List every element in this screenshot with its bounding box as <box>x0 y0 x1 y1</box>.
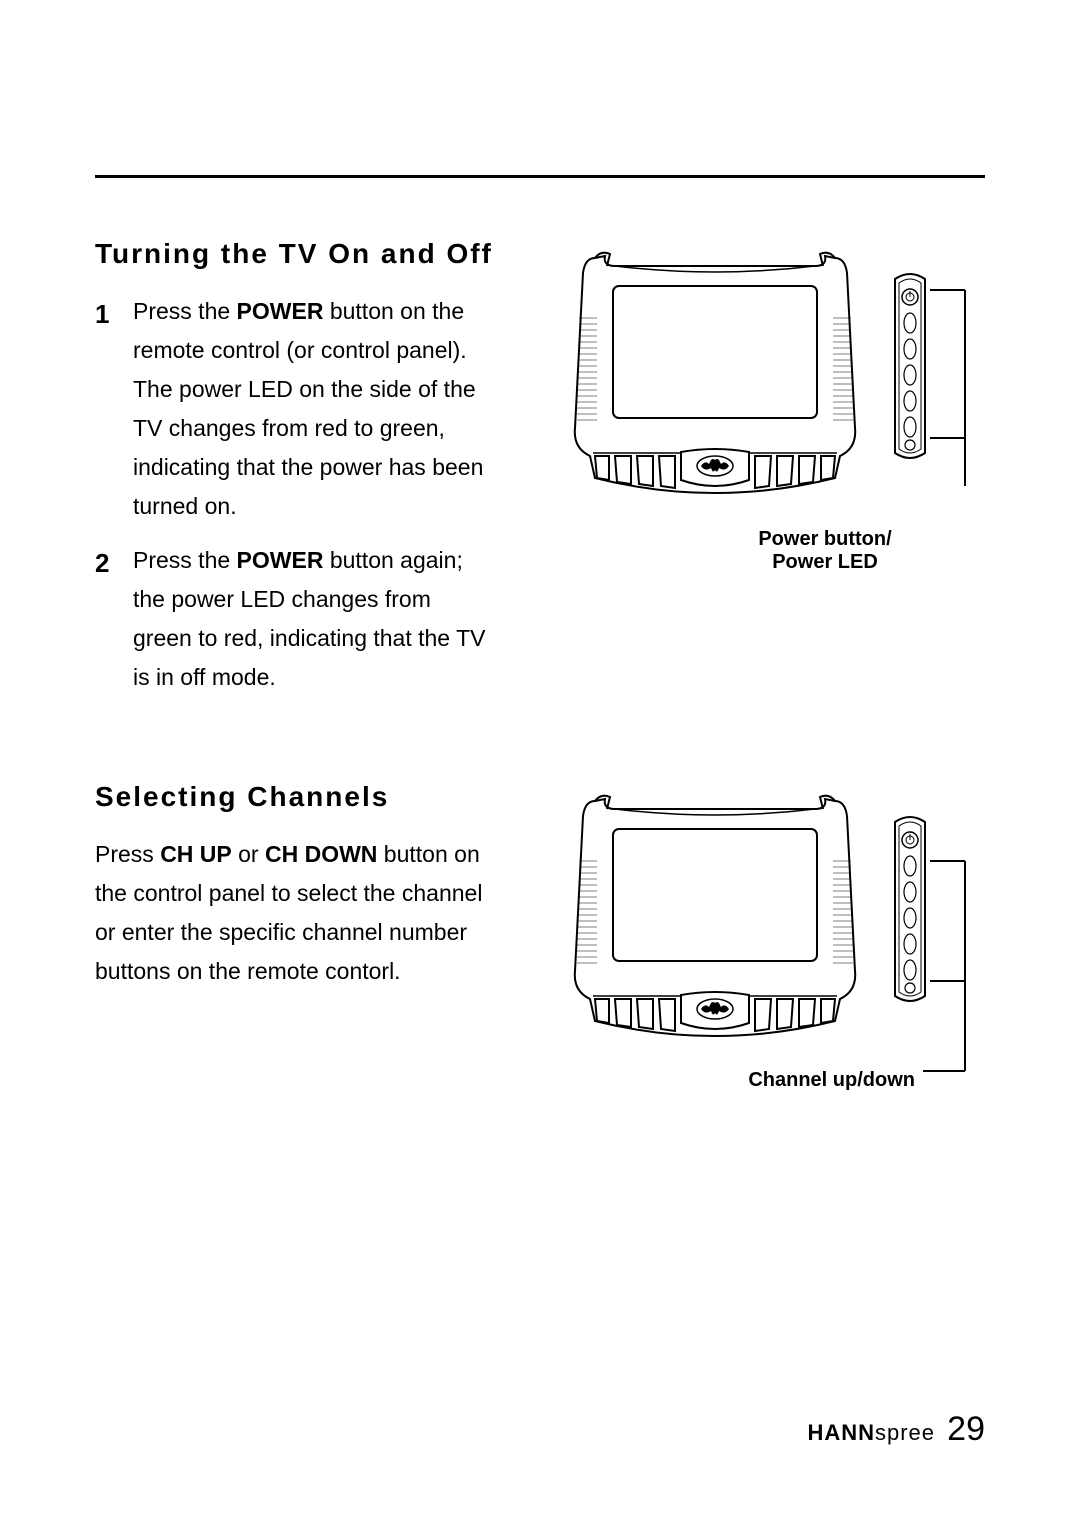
brand-light: spree <box>875 1420 935 1445</box>
tv-illustration-channels <box>525 781 985 1091</box>
section-title: Selecting Channels <box>95 781 495 813</box>
figure-caption: Channel up/down <box>525 1069 985 1092</box>
step-1: 1 Press the POWER button on the remote c… <box>95 292 495 527</box>
figure-channels: Channel up/down <box>525 781 985 1092</box>
figure-caption: Power button/ Power LED <box>665 528 985 574</box>
horizontal-rule <box>95 175 985 178</box>
tv-illustration-power <box>525 238 985 528</box>
brand-bold: HANN <box>807 1420 875 1445</box>
steps-list: 1 Press the POWER button on the remote c… <box>95 292 495 697</box>
section-paragraph: Press CH UP or CH DOWN button on the con… <box>95 835 495 991</box>
page-footer: HANNspree 29 <box>807 1410 985 1449</box>
step-text: Press the POWER button again; the power … <box>133 541 495 697</box>
section-selecting-channels: Selecting Channels Press CH UP or CH DOW… <box>95 781 985 1092</box>
step-text: Press the POWER button on the remote con… <box>133 292 495 527</box>
step-2: 2 Press the POWER button again; the powe… <box>95 541 495 697</box>
section-turning-on-off: Turning the TV On and Off 1 Press the PO… <box>95 238 985 711</box>
figure-power: Power button/ Power LED <box>525 238 985 574</box>
step-number: 1 <box>95 292 133 336</box>
section-title: Turning the TV On and Off <box>95 238 495 270</box>
page-number: 29 <box>947 1410 985 1448</box>
step-number: 2 <box>95 541 133 585</box>
